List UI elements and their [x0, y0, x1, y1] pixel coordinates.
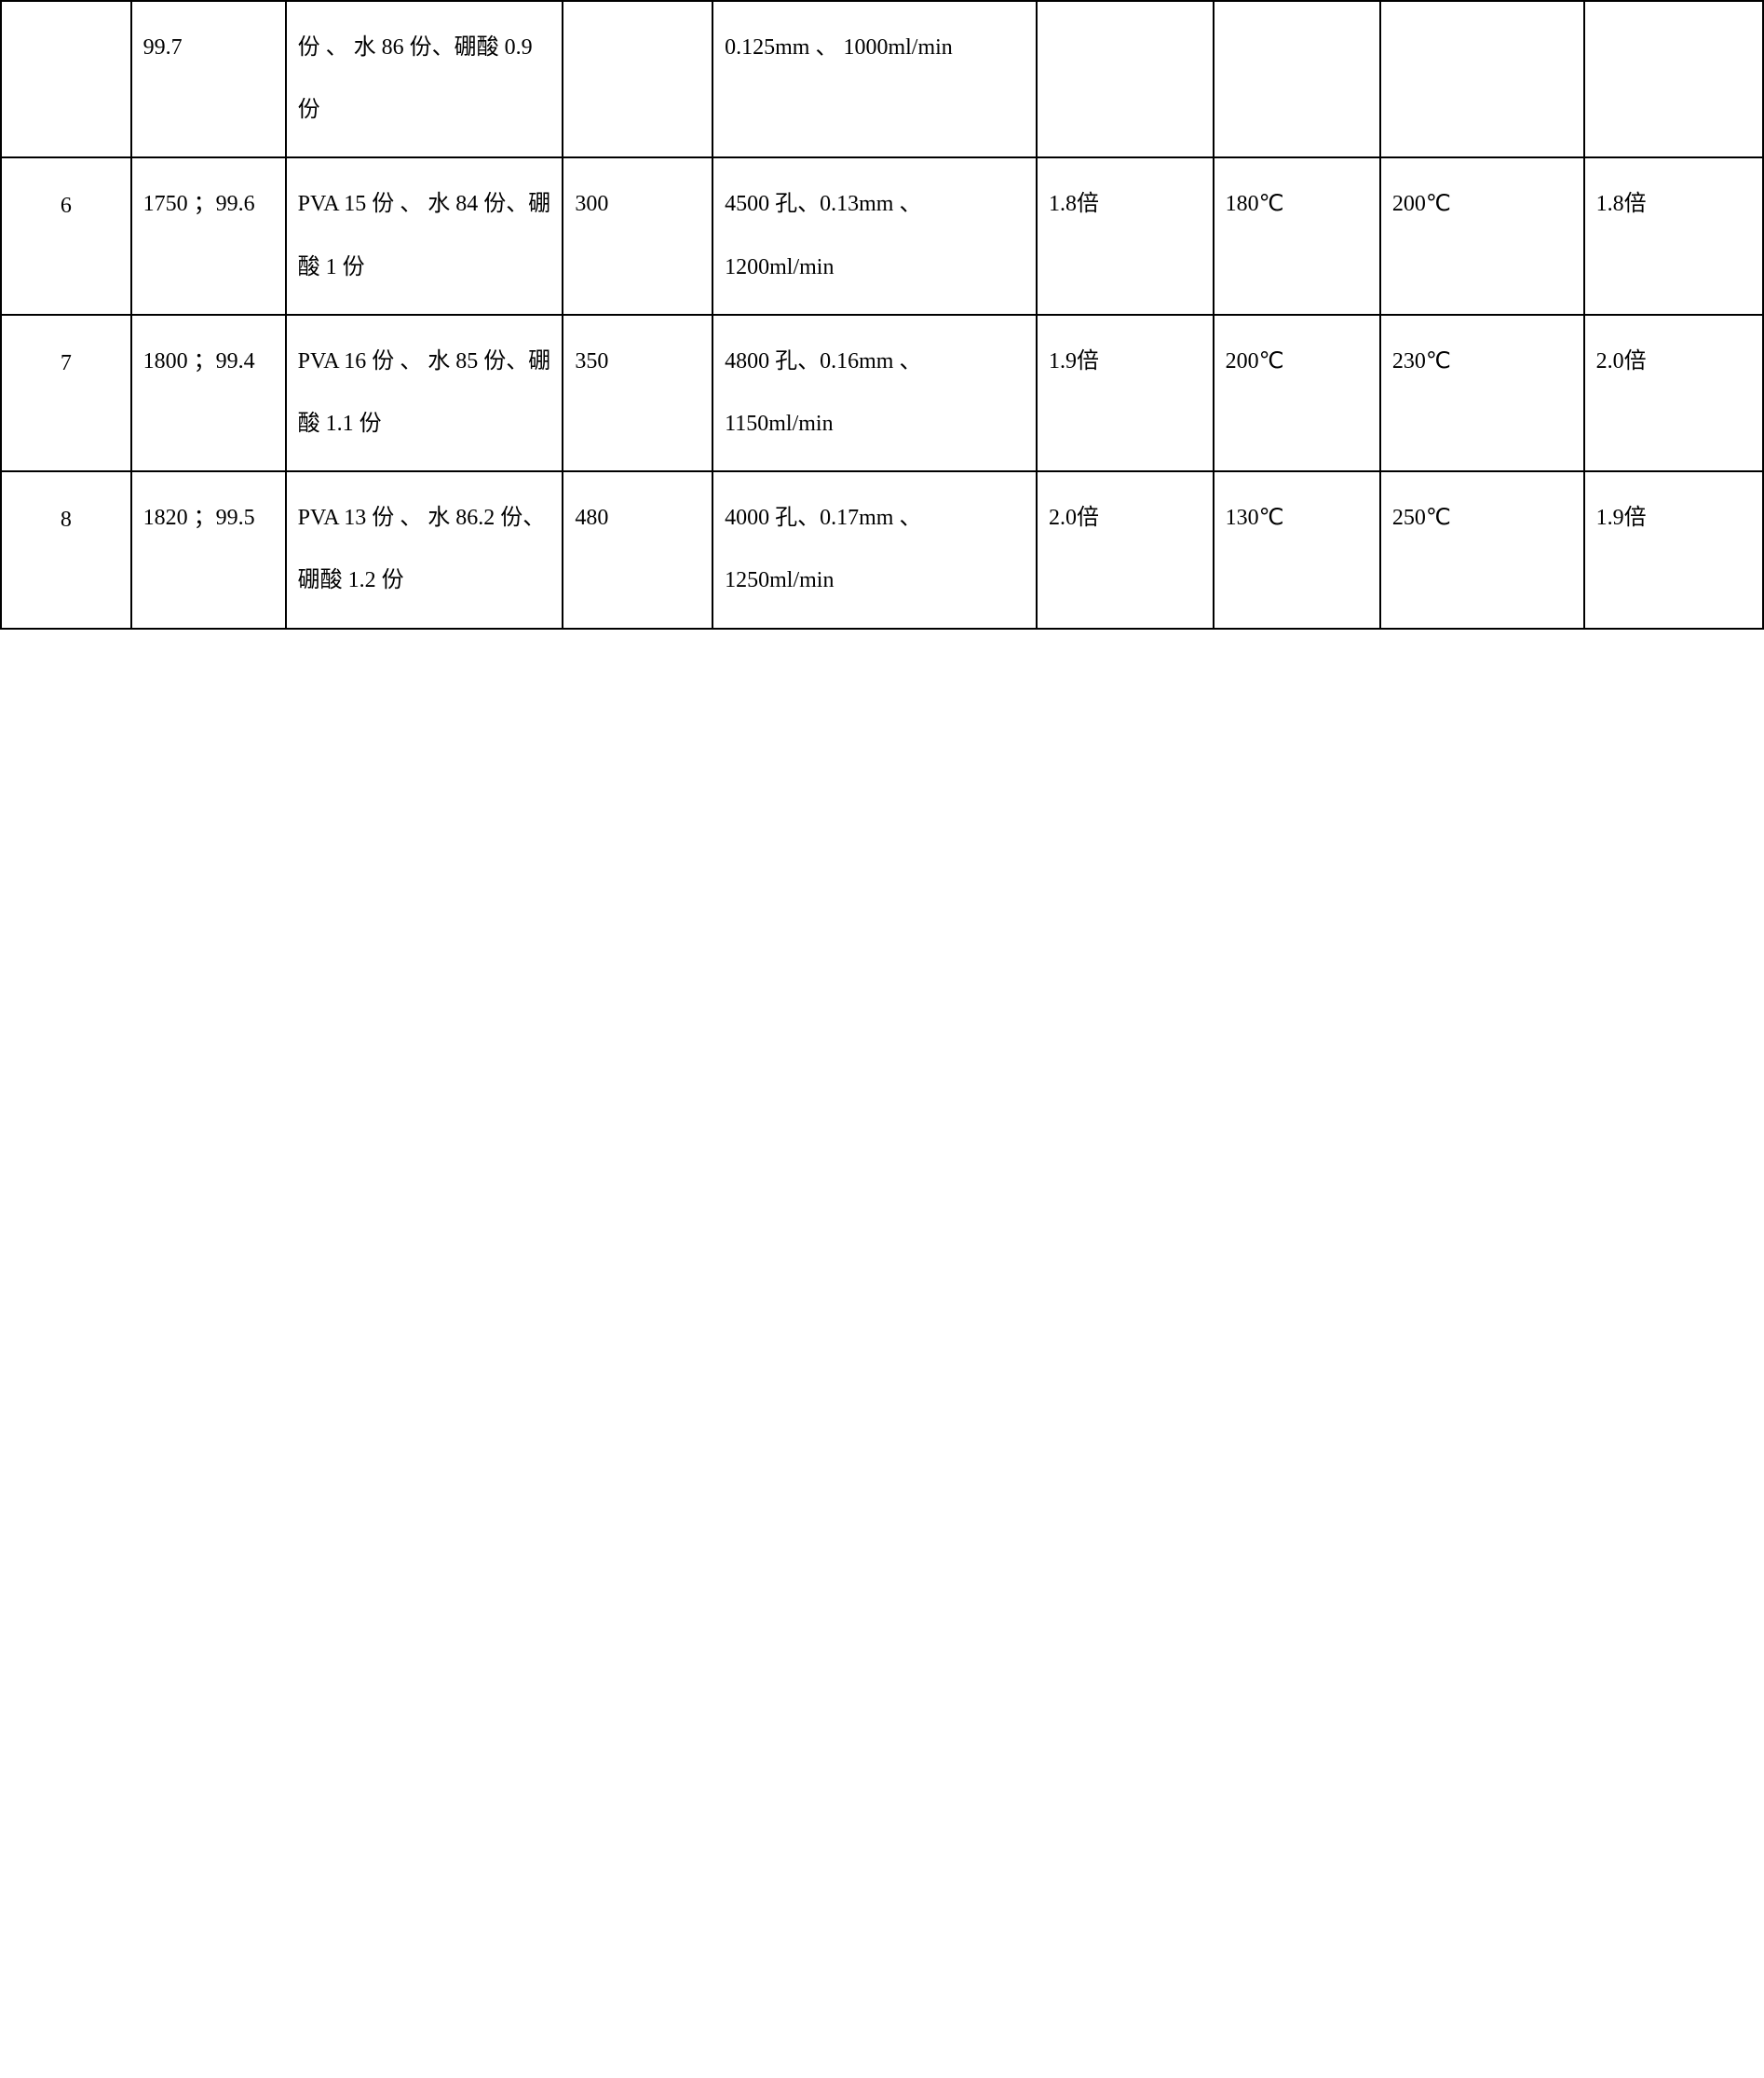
cell-temp2: 250℃	[1380, 471, 1584, 628]
cell-param3	[563, 1, 712, 157]
table-row: 6 1750 ；99.6 PVA 15 份 、 水 84 份、硼 酸 1 份 3…	[1, 157, 1763, 314]
cell-spec: 4500 孔、0.13mm 、 1200ml/min	[712, 157, 1037, 314]
cell-index: 8	[1, 471, 131, 628]
cell-param1: 1820 ；99.5	[131, 471, 286, 628]
cell-ratio1	[1037, 1, 1214, 157]
table-body: 99.7 份 、 水 86 份、硼酸 0.9 份 0.125mm 、 1000m…	[1, 1, 1763, 629]
cell-ratio2: 1.8倍	[1584, 157, 1763, 314]
cell-param3: 480	[563, 471, 712, 628]
data-table: 99.7 份 、 水 86 份、硼酸 0.9 份 0.125mm 、 1000m…	[0, 0, 1764, 630]
cell-ratio1: 1.9倍	[1037, 315, 1214, 471]
cell-param1: 1800 ；99.4	[131, 315, 286, 471]
cell-ratio2: 2.0倍	[1584, 315, 1763, 471]
cell-param1: 99.7	[131, 1, 286, 157]
cell-param3: 300	[563, 157, 712, 314]
cell-index: 7	[1, 315, 131, 471]
cell-temp1: 200℃	[1214, 315, 1380, 471]
cell-spec: 0.125mm 、 1000ml/min	[712, 1, 1037, 157]
cell-composition: 份 、 水 86 份、硼酸 0.9 份	[286, 1, 563, 157]
table-row: 7 1800 ；99.4 PVA 16 份 、 水 85 份、硼酸 1.1 份 …	[1, 315, 1763, 471]
cell-ratio1: 2.0倍	[1037, 471, 1214, 628]
cell-temp2: 230℃	[1380, 315, 1584, 471]
cell-temp1: 130℃	[1214, 471, 1380, 628]
cell-param1: 1750 ；99.6	[131, 157, 286, 314]
cell-index: 6	[1, 157, 131, 314]
cell-composition: PVA 15 份 、 水 84 份、硼 酸 1 份	[286, 157, 563, 314]
cell-temp1	[1214, 1, 1380, 157]
cell-param3: 350	[563, 315, 712, 471]
table-row: 8 1820 ；99.5 PVA 13 份 、 水 86.2 份、硼酸 1.2 …	[1, 471, 1763, 628]
cell-spec: 4000 孔、0.17mm 、 1250ml/min	[712, 471, 1037, 628]
cell-composition: PVA 13 份 、 水 86.2 份、硼酸 1.2 份	[286, 471, 563, 628]
cell-temp2: 200℃	[1380, 157, 1584, 314]
cell-ratio1: 1.8倍	[1037, 157, 1214, 314]
cell-temp1: 180℃	[1214, 157, 1380, 314]
cell-index	[1, 1, 131, 157]
cell-ratio2	[1584, 1, 1763, 157]
table-row: 99.7 份 、 水 86 份、硼酸 0.9 份 0.125mm 、 1000m…	[1, 1, 1763, 157]
cell-temp2	[1380, 1, 1584, 157]
cell-composition: PVA 16 份 、 水 85 份、硼酸 1.1 份	[286, 315, 563, 471]
cell-ratio2: 1.9倍	[1584, 471, 1763, 628]
cell-spec: 4800 孔、0.16mm 、 1150ml/min	[712, 315, 1037, 471]
